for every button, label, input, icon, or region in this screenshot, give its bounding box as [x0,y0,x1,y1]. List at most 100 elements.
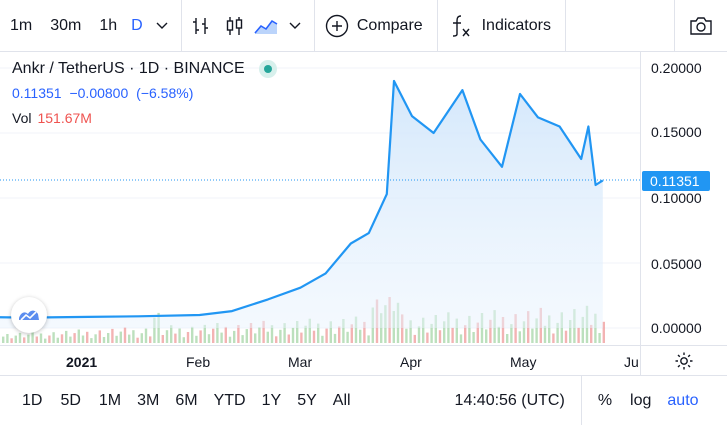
volume-bar [333,333,337,343]
clock-timezone[interactable]: 14:40:56 (UTC) [454,391,565,409]
volume-bar [329,321,332,343]
volume-bar [18,332,22,343]
volume-bar [178,328,181,343]
volume-bar [107,333,110,343]
volume-bar [111,328,114,343]
volume-bar [48,335,51,343]
camera-icon[interactable] [675,0,727,52]
volume-bar [590,324,593,343]
volume-bar [228,336,232,343]
volume-bar [186,332,190,343]
volume-bar [69,336,72,343]
volume-bar [170,325,173,343]
volume-bar [266,331,269,343]
volume-bar [237,325,240,343]
interval-1h[interactable]: 1h [99,16,118,34]
volume-bar [86,331,89,343]
volume-bar [489,319,492,343]
volume-bar [426,332,429,343]
range-5y[interactable]: 5Y [297,391,317,409]
chevron-down-icon[interactable] [284,0,306,52]
market-status-icon[interactable] [258,60,277,78]
toolbar-divider [564,0,566,52]
range-ytd[interactable]: YTD [213,391,246,409]
volume-bar [98,330,101,343]
volume-bar [283,323,286,343]
volume-bar [39,333,43,343]
volume-bar [31,331,34,343]
chart-settings-button[interactable] [640,345,727,375]
volume-bar [346,331,349,343]
tradingview-logo-icon[interactable] [11,297,47,333]
volume-bar [14,335,17,343]
volume-bar [195,335,198,343]
volume-bar [35,336,38,343]
volume-bar [430,323,433,343]
settings-icon [674,351,694,371]
range-1m[interactable]: 1M [98,391,122,409]
volume-bar [506,334,509,343]
chevron-down-icon[interactable] [153,0,171,52]
price-tick: 0.15000 [651,124,702,140]
range-6m[interactable]: 6M [175,391,198,409]
volume-bar [291,327,295,343]
chart-pane[interactable] [0,52,640,345]
volume-value: 151.67M [37,110,92,126]
toolbar-divider [313,0,315,52]
volume-bar [174,333,177,343]
range-1y[interactable]: 1Y [261,391,282,409]
volume-bar [27,334,30,343]
volume-bar [535,318,538,343]
volume-bar [581,316,584,343]
volume-bar [254,333,257,343]
volume-bar [233,330,236,343]
interval-d[interactable]: D [131,16,143,34]
price-line [0,79,604,319]
change-value: −0.00800 [69,85,129,101]
volume-bar [65,330,68,343]
volume-bar [60,334,64,343]
volume-bar [241,335,244,343]
volume-bar [514,314,517,343]
volume-bar [438,330,442,343]
interval-1m[interactable]: 1m [10,16,33,34]
log-toggle[interactable]: log [630,391,652,409]
time-tick: 2021 [66,354,98,370]
volume-bar [485,329,488,343]
bar-chart-icon[interactable] [182,0,222,52]
volume-bar [245,329,248,343]
volume-bar [119,331,122,343]
volume-bar [182,337,185,343]
fx-icon [450,14,472,38]
volume-bar [94,334,97,343]
auto-toggle[interactable]: auto [667,391,699,409]
volume-bar [510,324,513,343]
price-axis[interactable]: 0.20000 0.15000 0.10000 0.05000 0.00000 … [640,52,727,345]
compare-button[interactable]: Compare [325,0,423,52]
volume-bar [312,330,316,343]
range-1d[interactable]: 1D [22,391,43,409]
volume-bar [191,326,194,343]
indicators-button[interactable]: Indicators [450,0,551,52]
range-5d[interactable]: 5D [60,391,81,409]
volume-bar [434,315,437,343]
area-chart-icon[interactable] [248,0,284,52]
volume-bar [102,337,106,343]
volume-bar [476,322,479,343]
volume-bar [363,321,366,343]
volume-bar [90,338,93,343]
volume-bar [531,328,534,343]
volume-bar [497,326,500,343]
candles-icon[interactable] [221,0,248,52]
time-axis[interactable]: 2021 Feb Mar Apr May Ju [0,345,640,375]
toolbar-divider [436,0,438,52]
range-3m[interactable]: 3M [137,391,160,409]
volume-bar [296,321,299,343]
range-all[interactable]: All [332,391,351,409]
volume-bar [153,317,156,343]
symbol-title[interactable]: Ankr / TetherUS · 1D · BINANCE [12,60,245,77]
percent-toggle[interactable]: % [597,391,613,409]
price-tick: 0.20000 [651,60,702,76]
interval-30m[interactable]: 30m [50,16,82,34]
volume-bar [44,338,47,343]
